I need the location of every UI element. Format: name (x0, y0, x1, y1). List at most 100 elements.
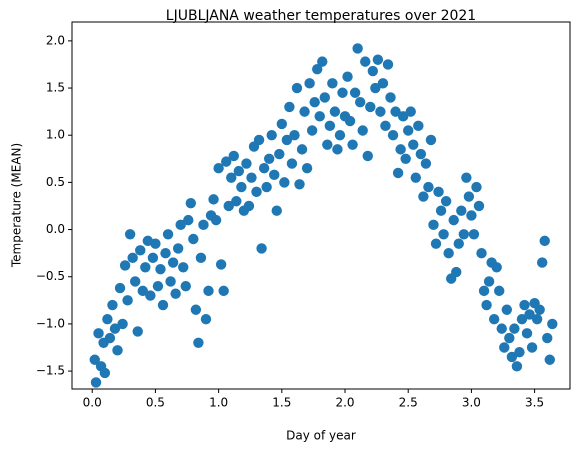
point (410, 172, 421, 183)
point (137, 285, 148, 297)
point (223, 200, 234, 212)
point (152, 280, 164, 292)
point (403, 125, 414, 136)
point (372, 54, 384, 65)
point (160, 247, 171, 259)
point (534, 304, 545, 315)
point (342, 71, 353, 82)
plot-frame (71, 21, 571, 390)
point (112, 345, 123, 356)
point (256, 243, 267, 254)
y-tick-label: 0.5 (46, 175, 65, 189)
point (279, 177, 290, 188)
point (542, 332, 553, 344)
point (544, 354, 555, 365)
point (226, 172, 237, 183)
x-tick-label: 1.0 (209, 396, 228, 410)
point (327, 78, 338, 89)
point (526, 342, 538, 353)
x-axis-label: Day of year (286, 429, 356, 443)
point (167, 257, 179, 268)
point (246, 172, 257, 183)
point (145, 290, 156, 301)
point (135, 245, 146, 256)
point (319, 92, 330, 103)
point (456, 205, 467, 216)
y-tick-label: 1.0 (46, 128, 65, 142)
point (193, 337, 204, 348)
point (314, 111, 325, 122)
chart-title: LJUBLJANA weather temperatures over 2021 (166, 8, 476, 24)
point (423, 181, 434, 193)
point (185, 197, 197, 209)
point (291, 82, 303, 94)
point (157, 299, 169, 311)
point (496, 323, 507, 334)
point (344, 115, 356, 127)
point (357, 125, 368, 136)
y-tick-label: 1.5 (46, 81, 65, 95)
point (119, 260, 131, 271)
point (175, 219, 186, 231)
point (385, 92, 396, 103)
point (365, 101, 376, 113)
point (258, 163, 270, 174)
point (501, 304, 513, 315)
point (276, 118, 288, 130)
point (155, 263, 166, 275)
y-tick-label: 0.0 (46, 222, 65, 236)
y-tick-label: −0.5 (36, 269, 65, 283)
point (129, 276, 141, 287)
point (387, 130, 399, 141)
point (304, 78, 315, 89)
point (521, 328, 533, 339)
point (124, 229, 136, 240)
point (329, 106, 341, 117)
point (208, 194, 219, 205)
point (215, 259, 227, 270)
point (352, 43, 363, 54)
y-tick-label: −1.5 (36, 364, 65, 378)
point (334, 130, 346, 141)
point (190, 304, 202, 315)
point (93, 328, 104, 339)
point (306, 125, 318, 136)
point (494, 285, 505, 297)
point (408, 139, 419, 150)
point (519, 299, 530, 311)
point (405, 106, 416, 117)
point (107, 299, 118, 311)
point (286, 158, 298, 169)
point (210, 214, 222, 226)
point (198, 219, 209, 231)
point (253, 134, 265, 146)
point (317, 56, 328, 67)
point (362, 150, 373, 162)
point (476, 247, 487, 259)
point (178, 262, 189, 273)
point (228, 150, 239, 162)
point (183, 214, 194, 226)
point (468, 229, 480, 240)
point (261, 181, 272, 193)
point (218, 285, 229, 297)
point (516, 313, 528, 325)
point (466, 210, 477, 221)
point (382, 59, 394, 70)
point (433, 186, 444, 198)
point (180, 280, 191, 292)
point (418, 191, 429, 202)
point (435, 205, 447, 216)
x-tick-label: 0.5 (146, 396, 165, 410)
point (531, 313, 543, 325)
point (132, 326, 143, 337)
point (296, 144, 308, 155)
point (102, 313, 113, 325)
point (397, 111, 409, 122)
point (367, 65, 379, 77)
point (347, 139, 358, 150)
point (309, 96, 320, 108)
point (483, 276, 495, 287)
point (420, 158, 432, 169)
